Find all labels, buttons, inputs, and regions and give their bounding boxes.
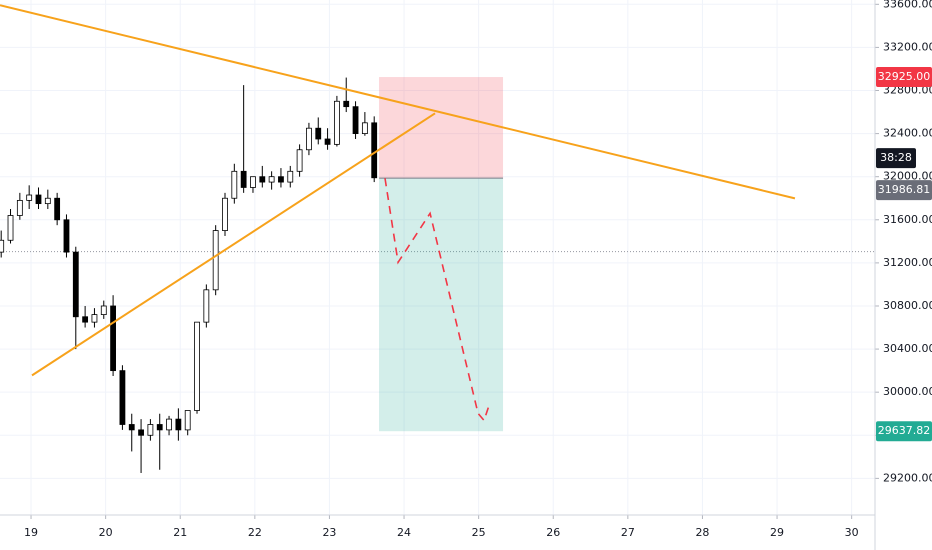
- candle-body: [259, 176, 266, 183]
- candle-body: [296, 149, 303, 172]
- x-tick-label: 25: [472, 526, 486, 539]
- countdown-bg: [876, 148, 916, 169]
- entry-label-bg: [876, 180, 932, 201]
- candle-body: [72, 251, 79, 318]
- x-tick-label: 28: [695, 526, 709, 539]
- candle-body: [250, 176, 256, 188]
- x-tick-label: 29: [770, 526, 784, 539]
- y-tick-label: 30800.00: [883, 299, 932, 312]
- candle-body: [82, 316, 89, 323]
- stop-label: 32925.00: [878, 70, 931, 83]
- countdown: 38:28: [880, 151, 912, 164]
- candle-body: [324, 138, 331, 145]
- x-tick-label: 22: [248, 526, 262, 539]
- candle-body: [175, 418, 182, 431]
- candle-body: [222, 197, 228, 231]
- candle-body: [128, 424, 135, 431]
- y-tick-label: 33600.00: [883, 0, 932, 10]
- x-tick-label: 20: [99, 526, 113, 539]
- x-tick-label: 24: [397, 526, 411, 539]
- target-label-bg: [876, 421, 932, 442]
- x-tick-label: 26: [546, 526, 560, 539]
- stop-zone: [379, 77, 504, 179]
- candle-body: [0, 239, 5, 253]
- y-tick-label: 32000.00: [883, 170, 932, 183]
- x-tick-label: 27: [621, 526, 635, 539]
- x-tick-label: 30: [845, 526, 859, 539]
- y-tick-label: 31600.00: [883, 213, 932, 226]
- candle-body: [44, 197, 51, 205]
- candle-body: [100, 305, 107, 316]
- y-tick-label: 31200.00: [883, 256, 932, 269]
- candle-body: [184, 410, 191, 431]
- target-zone: [379, 178, 504, 432]
- candle-body: [7, 215, 14, 241]
- candle-body: [54, 197, 61, 221]
- candle-body: [268, 176, 275, 183]
- candle-body: [212, 230, 219, 291]
- y-tick-label: 30400.00: [883, 342, 932, 355]
- x-tick-label: 19: [24, 526, 38, 539]
- candle-body: [352, 106, 359, 134]
- candle-body: [315, 127, 322, 140]
- candle-body: [231, 170, 238, 199]
- y-tick-label: 30000.00: [883, 385, 932, 398]
- candle-body: [147, 424, 154, 436]
- x-tick-label: 23: [322, 526, 336, 539]
- stop-label-bg: [876, 67, 932, 88]
- trendline: [31, 112, 436, 377]
- candle-body: [343, 100, 350, 108]
- candle-body: [306, 127, 312, 151]
- candle-body: [156, 424, 163, 431]
- y-tick-label: 32400.00: [883, 127, 932, 140]
- candle-body: [194, 321, 200, 411]
- candle-body: [16, 199, 23, 216]
- candle-body: [278, 176, 284, 183]
- projection-path: [384, 178, 491, 422]
- y-tick-label: 29200.00: [883, 471, 932, 484]
- trendline: [0, 4, 796, 200]
- candle-body: [287, 170, 294, 183]
- candle-body: [203, 289, 210, 323]
- candle-body: [333, 100, 340, 145]
- candle-body: [110, 305, 116, 372]
- candle-body: [63, 219, 70, 253]
- y-tick-label: 33200.00: [883, 40, 932, 53]
- candle-body: [361, 122, 368, 134]
- candle-body: [119, 370, 126, 425]
- x-tick-label: 21: [173, 526, 187, 539]
- candle-body: [371, 122, 378, 179]
- candle-body: [166, 418, 172, 431]
- candle-body: [240, 170, 247, 188]
- target-label: 29637.82: [878, 424, 931, 437]
- candle-body: [26, 194, 33, 201]
- candle-body: [138, 429, 144, 436]
- candle-body: [35, 194, 42, 205]
- candle-body: [91, 314, 98, 323]
- entry-label: 31986.81: [878, 183, 931, 196]
